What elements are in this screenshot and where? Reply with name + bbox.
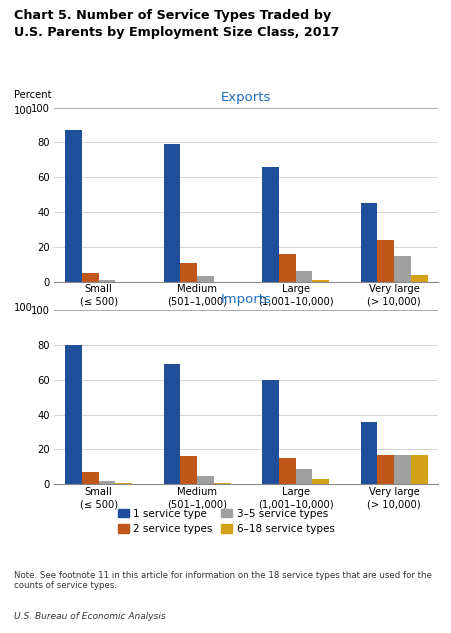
Title: Exports: Exports — [221, 91, 271, 104]
Bar — [82, 273, 98, 282]
Bar — [98, 481, 115, 484]
Text: Chart 5. Number of Service Types Traded by
U.S. Parents by Employment Size Class: Chart 5. Number of Service Types Traded … — [14, 9, 338, 39]
Bar — [360, 422, 377, 484]
Bar — [197, 277, 213, 282]
Bar — [163, 364, 180, 484]
Bar — [312, 280, 328, 282]
Bar — [180, 456, 197, 484]
Bar — [163, 144, 180, 282]
Bar — [393, 454, 410, 484]
Bar — [213, 482, 230, 484]
Bar — [295, 468, 312, 484]
Bar — [262, 166, 278, 282]
Bar — [393, 256, 410, 282]
Bar — [197, 475, 213, 484]
Bar — [278, 458, 295, 484]
Bar — [82, 472, 98, 484]
Bar — [410, 454, 427, 484]
Bar — [262, 380, 278, 484]
Bar — [278, 254, 295, 282]
Text: 100: 100 — [14, 106, 32, 116]
Bar — [410, 275, 427, 282]
Bar — [295, 271, 312, 282]
Text: 100: 100 — [14, 303, 32, 313]
Title: Imports: Imports — [221, 293, 271, 306]
Bar — [377, 454, 393, 484]
Bar — [360, 203, 377, 282]
Text: U.S. Bureau of Economic Analysis: U.S. Bureau of Economic Analysis — [14, 612, 165, 621]
Bar — [312, 479, 328, 484]
Bar — [98, 280, 115, 282]
Text: Percent: Percent — [14, 90, 51, 100]
Bar — [180, 263, 197, 282]
Bar — [115, 482, 132, 484]
Bar — [65, 345, 82, 484]
Bar — [65, 130, 82, 282]
Legend: 1 service type, 2 service types, 3–5 service types, 6–18 service types: 1 service type, 2 service types, 3–5 ser… — [117, 509, 334, 534]
Bar — [377, 240, 393, 282]
Text: Note. See footnote 11 in this article for information on the 18 service types th: Note. See footnote 11 in this article fo… — [14, 571, 431, 591]
